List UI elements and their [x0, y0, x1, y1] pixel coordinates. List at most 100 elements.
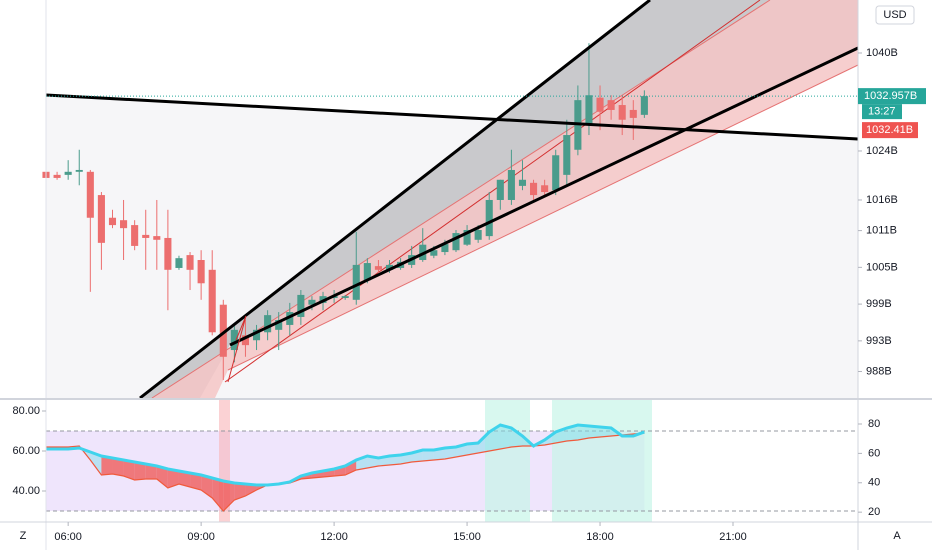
candle-body — [552, 155, 560, 191]
candle-body — [640, 96, 648, 115]
candle-body — [153, 236, 161, 240]
y2-tick-label: 80 — [868, 418, 880, 430]
fill-between — [156, 466, 168, 488]
candle-body — [385, 264, 394, 270]
fill-between — [234, 483, 246, 500]
countdown: 13:27 — [868, 106, 896, 118]
fill-between — [101, 456, 113, 475]
candle-body — [596, 97, 604, 112]
fill-between — [145, 464, 157, 479]
candle-body — [64, 171, 72, 175]
y2-tick-label: 60 — [868, 447, 880, 459]
candle-body — [120, 220, 128, 229]
fill-between — [577, 425, 589, 440]
candle-body — [308, 299, 316, 305]
y-tick-label: 1040B — [866, 47, 898, 59]
candle-body — [629, 109, 637, 118]
candle-body — [264, 315, 272, 333]
trend-line — [229, 46, 859, 347]
candle-body — [175, 258, 183, 268]
candle-body — [607, 100, 615, 110]
candle-body — [208, 269, 216, 333]
fill-between — [511, 428, 523, 447]
fill-between — [444, 447, 456, 459]
candle-body — [585, 95, 593, 126]
candle-body — [142, 234, 150, 238]
fill-between — [178, 471, 191, 487]
drawings-front — [45, 0, 859, 400]
candle-body — [241, 335, 249, 346]
fill-between — [212, 478, 224, 511]
candle-body — [75, 169, 83, 172]
x-tick-label: 09:00 — [187, 531, 215, 543]
auto-button[interactable]: A — [893, 530, 901, 542]
band-edge — [227, 64, 859, 371]
y-tick-label: 80.00 — [12, 405, 40, 417]
indicator-panel — [46, 400, 858, 522]
candle-body — [474, 229, 482, 240]
fill-between — [190, 473, 202, 490]
indicator-line — [46, 432, 645, 512]
fill-between — [167, 469, 179, 488]
candle-body — [341, 296, 349, 298]
y-tick-label: 60.00 — [12, 445, 40, 457]
candle-body — [518, 179, 527, 186]
x-tick-label: 12:00 — [320, 531, 348, 543]
fill-between — [600, 427, 612, 437]
candle-body — [297, 294, 305, 317]
y-tick-label: 1005B — [866, 261, 898, 273]
candle-body — [53, 174, 61, 178]
currency-box[interactable] — [875, 5, 915, 25]
y2-tick-label: 40 — [868, 477, 880, 489]
zoom-button[interactable]: Z — [20, 530, 27, 542]
candle-body — [286, 312, 294, 325]
fill-between — [566, 425, 578, 441]
y2-tick-label: 20 — [868, 506, 880, 518]
candle-body — [97, 195, 105, 243]
fill-between — [112, 458, 124, 476]
x-tick-label: 18:00 — [586, 531, 614, 543]
candle-body — [252, 329, 261, 341]
candle-body — [530, 182, 538, 196]
currency: USD — [883, 9, 906, 21]
fill-between — [123, 460, 135, 480]
candle-body — [363, 263, 371, 281]
candle-body — [485, 199, 493, 237]
y-tick-label: 999B — [866, 298, 892, 310]
countdown-box — [862, 104, 902, 120]
candle-body — [197, 260, 205, 284]
fill-between — [467, 443, 479, 455]
candle-body — [164, 237, 172, 270]
fill-between — [90, 452, 102, 475]
y-tick-label: 993B — [866, 335, 892, 347]
fill-between — [588, 426, 601, 438]
candle-body — [507, 169, 515, 200]
x-tick-label: 15:00 — [453, 531, 481, 543]
last-price-label: 1032.957B — [864, 90, 917, 102]
candle-body — [430, 250, 438, 256]
pane-separator — [0, 398, 932, 400]
highlight-band — [552, 400, 652, 522]
candle-body — [86, 171, 94, 218]
fill-between — [223, 481, 235, 511]
candle-body — [131, 225, 139, 246]
trend-line — [45, 93, 859, 141]
fill-between — [422, 450, 434, 461]
price-marker-box — [862, 122, 918, 139]
y-tick-label: 1016B — [866, 194, 898, 206]
candle-body — [230, 329, 238, 351]
candle-body — [374, 266, 382, 270]
y-tick-label: 988B — [866, 365, 892, 377]
candle-body — [463, 229, 471, 245]
candle-body — [541, 185, 549, 193]
candle-body — [618, 105, 626, 120]
candle-body — [496, 179, 504, 200]
fill-between — [500, 425, 512, 449]
candle-body — [441, 244, 449, 253]
highlight-band — [219, 400, 230, 522]
y-tick-label: 40.00 — [12, 485, 40, 497]
x-tick-label: 21:00 — [719, 531, 747, 543]
candle-body — [186, 255, 194, 270]
y-tick-label: 1011B — [866, 225, 897, 237]
last-price-box — [858, 88, 926, 105]
